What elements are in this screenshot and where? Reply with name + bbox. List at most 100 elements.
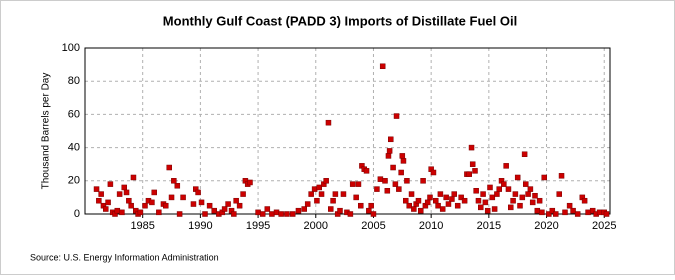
x-tick-label: 2025 xyxy=(592,220,616,232)
point xyxy=(603,211,610,217)
x-tick-label: 2015 xyxy=(477,220,501,232)
point xyxy=(180,194,186,201)
point xyxy=(468,144,475,151)
point xyxy=(424,199,431,206)
point xyxy=(126,197,132,204)
point xyxy=(388,136,394,143)
point xyxy=(392,181,399,187)
point xyxy=(445,201,452,207)
point xyxy=(314,197,320,204)
point xyxy=(323,178,329,184)
point xyxy=(156,209,162,216)
point xyxy=(379,63,386,70)
point xyxy=(505,186,512,192)
point xyxy=(525,191,531,197)
point xyxy=(435,202,441,209)
point xyxy=(510,197,516,204)
point xyxy=(508,204,514,211)
point xyxy=(536,197,543,204)
point xyxy=(316,184,322,191)
point xyxy=(278,211,284,217)
point xyxy=(211,207,217,214)
point xyxy=(206,202,213,209)
y-tick-label: 100 xyxy=(62,42,80,54)
point xyxy=(400,158,407,164)
point xyxy=(233,197,239,204)
y-axis-label: Thousand Barrels per Day xyxy=(41,73,52,190)
point xyxy=(494,191,500,197)
point xyxy=(142,202,148,209)
point xyxy=(114,207,121,214)
point xyxy=(546,211,552,217)
point xyxy=(596,209,603,216)
point xyxy=(123,189,130,196)
point xyxy=(585,209,591,216)
point xyxy=(549,207,556,214)
y-tick-label: 0 xyxy=(74,208,80,220)
point xyxy=(174,183,181,189)
point xyxy=(377,176,384,182)
point xyxy=(382,178,388,184)
y-tick-label: 60 xyxy=(68,108,80,120)
point xyxy=(198,199,205,206)
point xyxy=(332,191,339,197)
point xyxy=(358,202,364,209)
point xyxy=(589,207,596,214)
point xyxy=(190,201,197,207)
point xyxy=(240,191,246,197)
point xyxy=(458,194,464,201)
point xyxy=(176,211,183,217)
point xyxy=(534,207,541,214)
point xyxy=(393,113,400,119)
point xyxy=(384,188,391,194)
point xyxy=(514,174,521,181)
point xyxy=(558,173,565,179)
point xyxy=(475,197,482,204)
point xyxy=(311,186,318,192)
x-tick-label: 2005 xyxy=(361,220,385,232)
point xyxy=(398,169,404,176)
point xyxy=(581,197,588,204)
point xyxy=(96,197,102,204)
point xyxy=(523,181,529,187)
point xyxy=(255,209,261,216)
point xyxy=(107,181,114,187)
point xyxy=(93,186,100,192)
x-tick-label: 1995 xyxy=(246,220,270,232)
point xyxy=(116,191,123,197)
point xyxy=(420,178,426,184)
point xyxy=(472,168,478,174)
point xyxy=(566,202,573,209)
point xyxy=(98,191,104,197)
point xyxy=(404,178,410,184)
x-tick-label: 2010 xyxy=(419,220,443,232)
point xyxy=(370,211,377,217)
point xyxy=(259,211,266,217)
point xyxy=(289,211,296,217)
point xyxy=(461,197,468,204)
point xyxy=(269,211,275,217)
source-note: Source: U.S. Energy Information Administ… xyxy=(30,252,219,262)
point xyxy=(347,211,354,217)
point xyxy=(151,189,157,196)
point xyxy=(284,211,290,217)
point xyxy=(349,181,356,187)
point xyxy=(482,199,489,206)
point xyxy=(427,194,433,201)
point xyxy=(368,202,374,209)
point xyxy=(355,181,362,187)
point xyxy=(396,186,402,192)
point xyxy=(517,202,523,209)
point xyxy=(340,191,347,197)
point xyxy=(166,164,172,171)
x-tick-label: 2000 xyxy=(304,220,328,232)
point xyxy=(443,194,449,201)
point xyxy=(473,188,479,194)
point xyxy=(390,164,396,171)
point xyxy=(225,201,231,207)
point xyxy=(539,209,545,216)
x-tick-label: 1985 xyxy=(130,220,154,232)
point xyxy=(521,151,528,157)
point xyxy=(449,196,455,202)
point xyxy=(437,191,444,197)
